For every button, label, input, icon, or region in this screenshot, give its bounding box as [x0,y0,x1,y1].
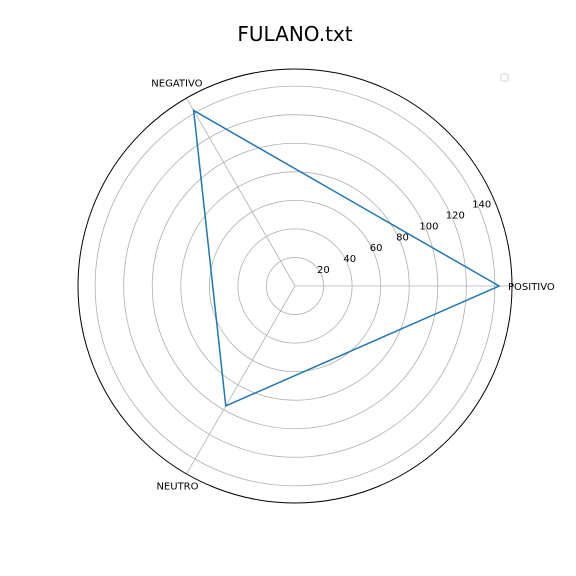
chart-title: FULANO.txt [237,22,352,46]
category-label-neutro: NEUTRO [156,481,198,492]
r-tick-label: 80 [396,232,409,243]
r-tick-label: 60 [370,243,383,254]
label-layer: 20 40 60 80 100 120 140 POSITIVO NEGATIVO NEUTRO [151,79,555,493]
category-label-negativo: NEGATIVO [151,79,202,90]
r-tick-label: 140 [472,200,491,211]
spoke-1 [186,97,296,287]
polar-frame [77,68,513,504]
category-label-positivo: POSITIVO [508,282,555,293]
r-tick-label: 100 [419,221,438,232]
r-tick-label: 20 [317,265,330,276]
r-tick-label: 40 [343,254,356,265]
grid-layer [77,68,513,504]
series-line-0 [192,109,501,408]
legend-box [500,73,509,82]
series-layer [192,109,501,408]
spoke-2 [186,285,296,475]
r-tick-label: 120 [446,210,465,221]
